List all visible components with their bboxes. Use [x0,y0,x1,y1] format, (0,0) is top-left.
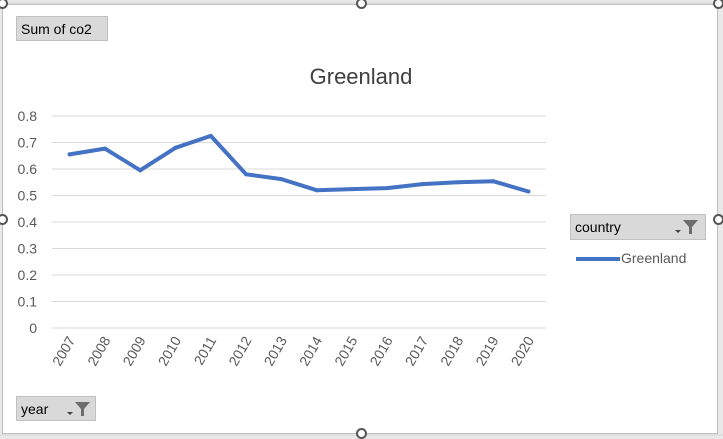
y-tick-label: 0.4 [18,214,38,230]
resize-handle-top-left[interactable] [0,0,8,9]
x-axis-ticks: 2007 2008 2009 2010 2011 2012 2013 2014 2015 2016… [49,333,537,368]
y-tick-label: 0.8 [18,108,38,124]
x-tick-label: 2009 [119,333,149,368]
data-point[interactable] [102,146,107,151]
x-tick-label: 2007 [49,333,79,368]
x-tick-label: 2018 [437,333,467,368]
data-point[interactable] [491,179,496,184]
x-tick-label: 2015 [331,333,361,368]
data-point[interactable] [279,177,284,182]
data-point[interactable] [208,133,213,138]
data-point[interactable] [138,168,143,173]
legend: Greenland [576,249,706,269]
data-point[interactable] [526,189,531,194]
legend-line-swatch [576,257,620,261]
value-field-button[interactable]: Sum of co2 [16,16,108,41]
country-filter-button[interactable]: country [570,214,706,240]
x-tick-label: 2017 [402,333,432,368]
x-tick-label: 2012 [225,333,255,368]
y-tick-label: 0.7 [18,135,38,151]
data-point[interactable] [173,145,178,150]
series-layer [67,133,531,194]
y-tick-label: 0.5 [18,188,38,204]
y-tick-label: 0.1 [18,294,38,310]
x-tick-label: 2016 [366,333,396,368]
filter-icon [67,402,90,416]
data-point[interactable] [67,152,72,157]
series-line-greenland[interactable] [67,133,531,194]
y-tick-label: 0 [29,320,37,336]
resize-handle-top[interactable] [356,0,367,9]
year-filter-button[interactable]: year [16,396,96,421]
x-tick-label: 2008 [84,333,114,368]
x-tick-label: 2013 [261,333,291,368]
resize-handle-bottom[interactable] [356,428,367,439]
year-filter-label: year [21,400,49,417]
data-point[interactable] [349,187,354,192]
x-tick-label: 2020 [508,333,538,368]
x-tick-label: 2014 [296,333,326,368]
data-point[interactable] [314,188,319,193]
value-field-label: Sum of co2 [21,20,92,37]
y-tick-label: 0.6 [18,161,38,177]
x-tick-label: 2019 [472,333,502,368]
y-axis-ticks: 0 0.1 0.2 0.3 0.4 0.5 0.6 0.7 0.8 [18,108,38,336]
legend-entry-greenland: Greenland [621,250,687,266]
y-tick-label: 0.2 [18,267,38,283]
chart-title: Greenland [310,64,413,89]
data-point[interactable] [244,172,249,177]
gridlines [52,115,546,329]
data-point[interactable] [385,186,390,191]
x-tick-label: 2011 [190,333,219,367]
country-filter-label: country [575,219,621,235]
data-point[interactable] [420,182,425,187]
resize-handle-left[interactable] [0,214,8,225]
data-point[interactable] [455,180,460,185]
y-tick-label: 0.3 [18,241,38,257]
filter-icon [675,220,698,234]
x-tick-label: 2010 [155,333,185,368]
